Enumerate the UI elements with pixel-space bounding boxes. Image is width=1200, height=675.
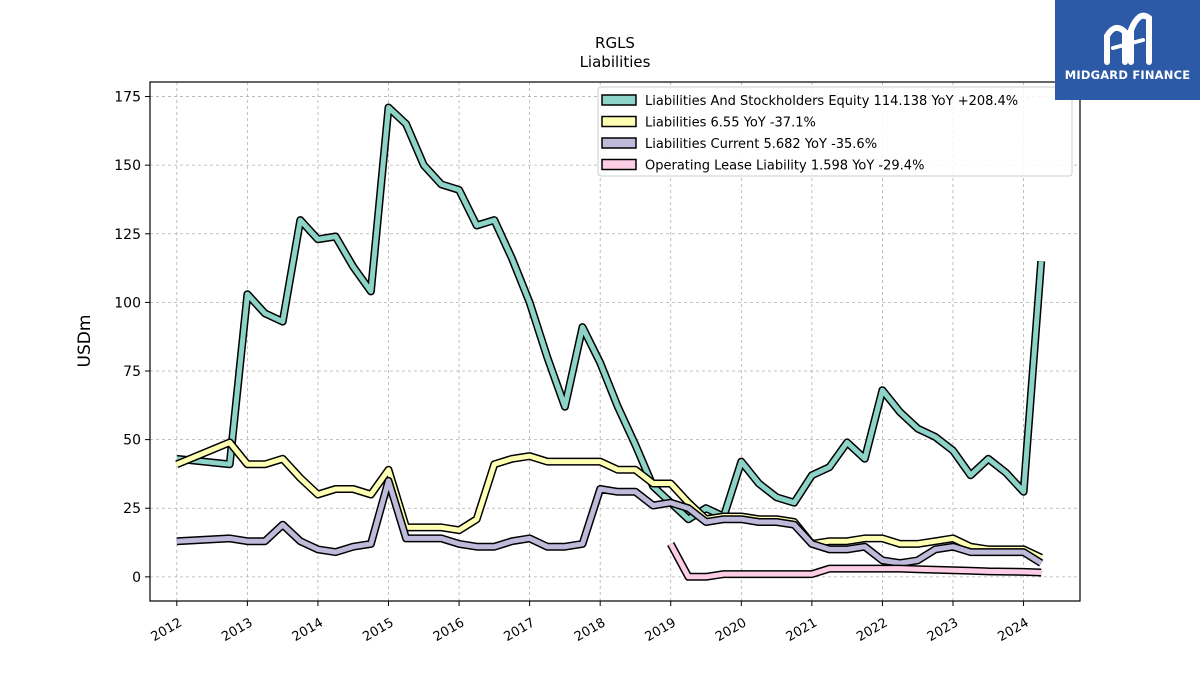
legend-box xyxy=(597,86,1073,177)
x-tick-label: 2024 xyxy=(995,615,1031,645)
legend-swatch xyxy=(601,115,637,128)
plot-frame xyxy=(149,81,1081,602)
y-tick-label: 25 xyxy=(123,501,141,517)
x-tick-label: 2016 xyxy=(431,615,467,645)
series-line-outline xyxy=(176,476,1044,568)
x-tick-label: 2023 xyxy=(925,615,961,645)
logo: MIDGARD FINANCE xyxy=(1055,0,1200,100)
legend-swatch xyxy=(601,137,637,149)
x-tick-label: 2020 xyxy=(713,615,749,645)
y-tick-label: 0 xyxy=(132,570,141,586)
series-line xyxy=(668,542,1042,580)
y-tick-label: 150 xyxy=(114,158,141,174)
x-tick-label: 2022 xyxy=(854,615,890,645)
y-tick-label: 75 xyxy=(123,364,141,380)
logo-text: MIDGARD FINANCE xyxy=(1064,68,1191,82)
logo-mark-icon xyxy=(1104,12,1152,65)
y-tick-label: 50 xyxy=(123,433,141,449)
legend-label: Liabilities Current 5.682 YoY -35.6% xyxy=(645,137,877,152)
chart-title: RGLS xyxy=(595,34,635,52)
legend-label: Liabilities And Stockholders Equity 114.… xyxy=(645,94,1018,109)
x-tick-label: 2019 xyxy=(643,615,679,645)
x-tick-label: 2013 xyxy=(219,615,255,645)
x-tick-label: 2014 xyxy=(290,615,326,645)
x-tick-label: 2021 xyxy=(784,615,820,645)
y-tick-label: 125 xyxy=(114,227,141,243)
x-tick-label: 2017 xyxy=(501,615,537,645)
series-line xyxy=(176,105,1044,522)
series-line xyxy=(176,478,1043,566)
y-tick-label: 175 xyxy=(114,90,141,106)
legend-label: Liabilities 6.55 YoY -37.1% xyxy=(645,116,816,131)
x-tick-label: 2012 xyxy=(149,615,185,645)
legend-swatch xyxy=(601,94,637,106)
legend: Liabilities And Stockholders Equity 114.… xyxy=(597,86,1073,177)
legend-swatch xyxy=(601,158,637,171)
x-tick-label: 2015 xyxy=(360,615,396,645)
legend-label: Operating Lease Liability 1.598 YoY -29.… xyxy=(645,159,924,174)
x-tick-label: 2018 xyxy=(572,615,608,645)
chart-subtitle: Liabilities xyxy=(580,53,651,71)
y-axis-label: USDm xyxy=(75,315,95,368)
series-line xyxy=(175,439,1043,560)
y-tick-label: 100 xyxy=(114,295,141,311)
series-lines xyxy=(175,103,1046,581)
